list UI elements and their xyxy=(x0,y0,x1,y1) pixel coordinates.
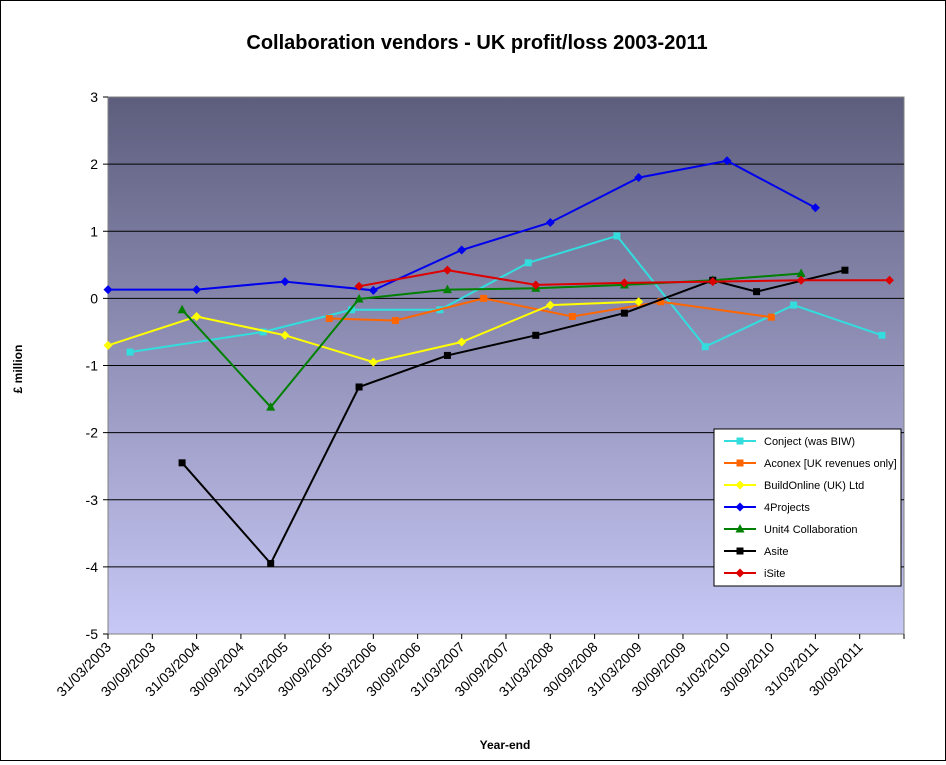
data-point xyxy=(355,383,363,391)
legend-label: Asite xyxy=(764,546,788,558)
data-point xyxy=(368,357,378,367)
legend-item: Conject (was BIW) xyxy=(724,436,855,448)
y-tick-label: -2 xyxy=(86,425,99,441)
legend-item: 4Projects xyxy=(724,502,810,514)
data-point xyxy=(354,294,364,303)
y-axis-label: £ million xyxy=(11,345,25,394)
data-point xyxy=(657,298,665,306)
legend-marker xyxy=(735,568,745,578)
data-point xyxy=(280,277,290,287)
data-point xyxy=(177,304,187,314)
data-point xyxy=(613,232,621,240)
data-point xyxy=(391,317,399,325)
legend-item: Unit4 Collaboration xyxy=(724,524,858,536)
y-tick-label: 0 xyxy=(90,290,98,306)
data-point xyxy=(443,351,451,359)
data-point xyxy=(267,560,275,568)
data-point xyxy=(701,343,709,351)
data-point xyxy=(354,281,364,291)
y-tick-label: -1 xyxy=(86,358,99,374)
legend-marker xyxy=(736,547,744,555)
legend-marker xyxy=(735,524,745,533)
legend-marker xyxy=(736,437,744,445)
data-point xyxy=(841,266,849,274)
data-point xyxy=(532,331,540,339)
data-point xyxy=(192,285,202,295)
data-point xyxy=(790,301,798,309)
data-point xyxy=(457,245,467,255)
legend-item: Aconex [UK revenues only] xyxy=(724,458,897,470)
legend: Conject (was BIW) Aconex [UK revenues onl… xyxy=(713,428,902,587)
data-point xyxy=(480,294,488,302)
data-point xyxy=(280,330,290,340)
data-point xyxy=(103,285,113,295)
legend-item: Asite xyxy=(724,546,788,558)
data-point xyxy=(722,156,732,166)
data-point xyxy=(545,300,555,310)
y-tick-label: 3 xyxy=(90,89,98,105)
data-point xyxy=(325,315,333,323)
chart-title: Collaboration vendors - UK profit/loss 2… xyxy=(246,32,707,54)
y-tick-label: 1 xyxy=(90,223,98,239)
legend-label: Unit4 Collaboration xyxy=(764,524,858,536)
data-point xyxy=(457,337,467,347)
legend-marker xyxy=(736,459,744,467)
legend-label: Conject (was BIW) xyxy=(764,436,855,448)
data-point xyxy=(878,331,886,339)
data-point xyxy=(634,173,644,183)
x-axis-label: Year-end xyxy=(480,738,531,752)
data-point xyxy=(708,277,718,287)
data-point xyxy=(568,312,576,320)
series-line xyxy=(329,297,772,322)
series-2 xyxy=(103,297,644,367)
data-point xyxy=(266,402,276,411)
data-point xyxy=(126,348,134,356)
data-point xyxy=(442,265,452,275)
series-6 xyxy=(354,265,894,291)
data-point xyxy=(368,285,378,295)
y-tick-label: -5 xyxy=(86,626,99,642)
data-point xyxy=(767,313,775,321)
data-point xyxy=(259,328,267,336)
legend-marker xyxy=(735,502,745,512)
data-point xyxy=(884,275,894,285)
data-point xyxy=(178,459,186,467)
y-tick-label: -3 xyxy=(86,492,99,508)
legend-label: Aconex [UK revenues only] xyxy=(764,458,897,470)
data-point xyxy=(348,306,356,314)
data-point xyxy=(192,311,202,321)
legend-label: iSite xyxy=(764,568,785,580)
legend-label: BuildOnline (UK) Ltd xyxy=(764,480,864,492)
legend-item: BuildOnline (UK) Ltd xyxy=(724,480,864,492)
data-point xyxy=(620,309,628,317)
y-tick-label: 2 xyxy=(90,156,98,172)
data-point xyxy=(442,284,452,294)
y-tick-label: -4 xyxy=(86,559,99,575)
data-point xyxy=(810,203,820,213)
data-point xyxy=(796,275,806,285)
series-3 xyxy=(103,156,820,295)
data-point xyxy=(524,259,532,267)
data-point xyxy=(753,288,761,296)
legend-label: 4Projects xyxy=(764,502,810,514)
legend-marker xyxy=(735,480,745,490)
data-point xyxy=(545,218,555,228)
series-1 xyxy=(325,294,775,325)
data-point xyxy=(634,297,644,307)
data-point xyxy=(619,278,629,288)
data-point xyxy=(531,280,541,290)
data-point xyxy=(796,268,806,278)
data-point xyxy=(103,340,113,350)
legend-item: iSite xyxy=(724,568,785,580)
